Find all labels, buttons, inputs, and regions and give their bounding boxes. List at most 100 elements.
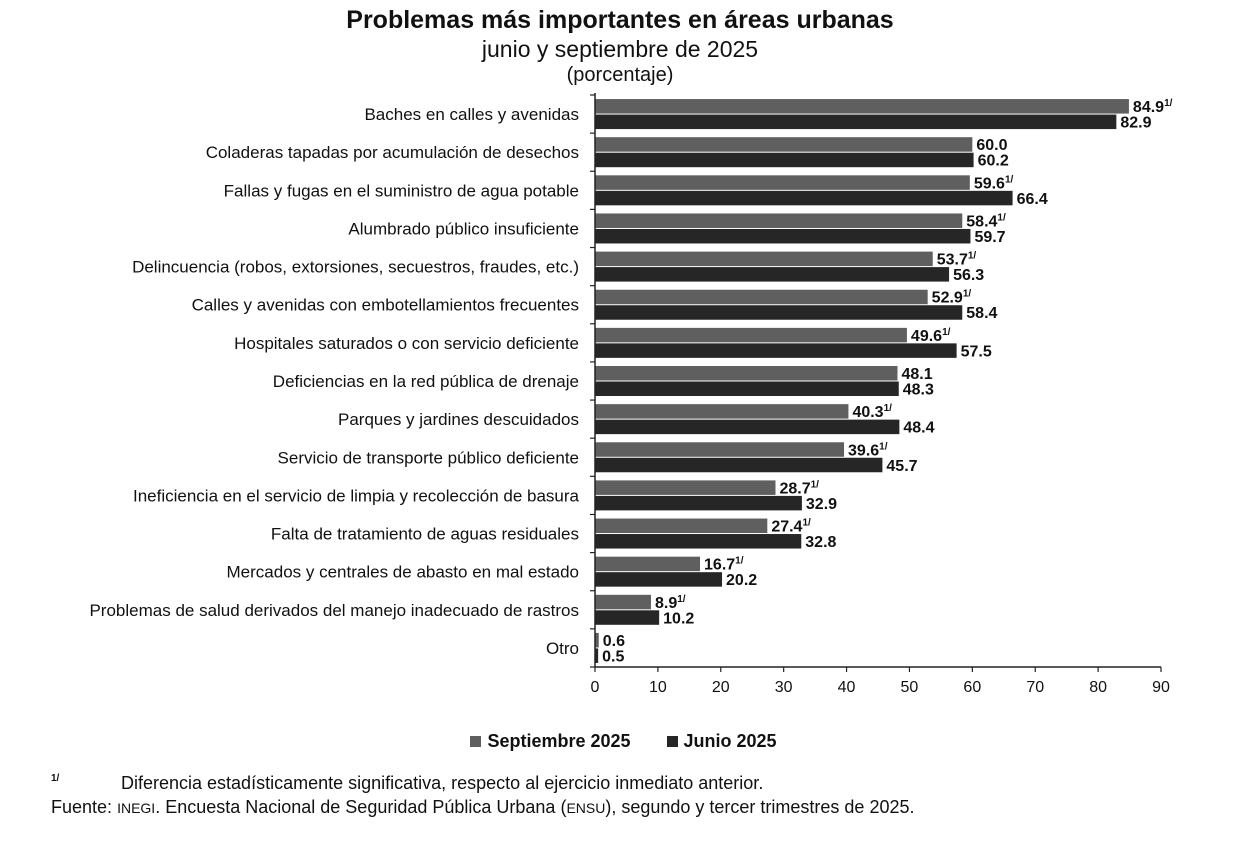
source-abbr: ENSU [566,800,606,816]
data-label-septiembre: 59.61/ [974,174,1014,192]
data-label-septiembre: 39.61/ [848,441,888,459]
data-label-septiembre: 58.41/ [966,212,1006,230]
data-label-junio: 10.2 [663,610,694,627]
x-tick-label: 90 [1152,679,1170,696]
bar-junio [595,610,660,625]
bar-junio [595,381,899,396]
bar-junio [595,343,957,358]
significance-mark: 1/ [942,327,951,338]
significance-mark: 1/ [997,212,1006,223]
category-label: Servicio de transporte público deficient… [278,448,579,467]
source-text-1: . Encuesta Nacional de Seguridad Pública… [155,797,567,817]
bar-septiembre [595,213,963,228]
significance-mark: 1/ [879,441,888,452]
data-label-septiembre: 8.91/ [655,594,686,612]
data-label-junio: 58.4 [966,305,997,322]
data-label-junio: 0.5 [602,648,624,665]
chart-subtitle: junio y septiembre de 2025 [481,36,759,62]
significance-mark: 1/ [968,251,977,262]
chart-title: Problemas más importantes en áreas urban… [346,6,894,34]
bar-junio [595,457,883,473]
significance-mark: 1/ [963,289,972,300]
data-label-junio: 32.9 [806,496,837,513]
data-label-junio: 32.8 [805,534,836,551]
category-label: Hospitales saturados o con servicio defi… [234,334,579,353]
x-tick-label: 80 [1089,679,1107,696]
bar-chart: Baches en calles y avenidas 84.91/82.9 Col… [89,93,1173,696]
data-label-junio: 60.2 [978,153,1009,170]
bar-junio [595,648,599,663]
footnote-mark: 1/ [51,773,60,784]
significance-mark: 1/ [802,518,811,529]
x-tick-label: 30 [775,679,793,696]
category-label: Fallas y fugas en el suministro de agua … [224,181,579,200]
significance-mark: 1/ [677,594,686,605]
category-label: Problemas de salud derivados del manejo … [89,601,579,620]
source-text-2: ), segundo y tercer trimestres de 2025. [605,797,915,817]
category-label: Falta de tratamiento de aguas residuales [271,525,579,544]
data-label-junio: 57.5 [961,343,992,360]
bar-junio [595,305,963,320]
data-label-septiembre: 84.91/ [1133,98,1173,116]
data-label-junio: 66.4 [1017,191,1048,208]
x-tick-label: 50 [901,679,919,696]
x-tick-label: 10 [649,679,667,696]
data-label-septiembre: 52.91/ [932,289,972,307]
data-label-septiembre: 48.1 [901,366,932,383]
bar-junio [595,572,723,587]
category-label: Ineficiencia en el servicio de limpia y … [133,486,580,505]
bar-septiembre [595,556,701,572]
bar-septiembre [595,480,776,495]
bar-junio [595,419,900,435]
legend-item-junio: Junio 2025 [666,731,777,752]
significance-mark: 1/ [811,479,820,490]
data-label-junio: 48.3 [903,382,934,399]
data-label-septiembre: 27.41/ [771,518,811,536]
data-label-septiembre: 16.71/ [704,556,744,574]
bar-septiembre [595,99,1129,114]
bar-septiembre [595,289,928,305]
data-label-septiembre: 40.31/ [852,403,892,421]
x-tick-label: 0 [591,679,600,696]
data-label-septiembre: 0.6 [603,633,625,650]
source-label: Fuente: [51,797,113,817]
bar-septiembre [595,594,651,610]
category-label: Alumbrado público insuficiente [348,219,579,238]
bar-septiembre [595,404,849,419]
category-label: Mercados y centrales de abasto en mal es… [227,563,579,582]
significance-mark: 1/ [884,403,893,414]
bar-septiembre [595,366,898,381]
bar-septiembre [595,327,907,343]
bar-junio [595,190,1013,206]
bar-septiembre [595,518,768,534]
legend-label-septiembre: Septiembre 2025 [487,731,631,751]
bar-junio [595,495,802,511]
legend-label-junio: Junio 2025 [683,731,777,751]
data-label-septiembre: 53.71/ [937,251,977,269]
data-label-junio: 59.7 [974,229,1005,246]
category-label: Deficiencias en la red pública de drenaj… [273,372,579,391]
data-label-septiembre: 28.71/ [779,479,819,497]
category-label: Coladeras tapadas por acumulación de des… [206,143,579,162]
source-org: INEGI [117,800,156,816]
bar-septiembre [595,442,845,457]
data-label-junio: 56.3 [953,267,984,284]
data-label-septiembre: 60.0 [976,137,1007,154]
significance-mark: 1/ [1164,98,1173,109]
category-label: Otro [546,639,579,658]
legend: Septiembre 2025 Junio 2025 [0,731,1247,752]
data-label-junio: 48.4 [903,420,934,437]
category-label: Delincuencia (robos, extorsiones, secues… [132,258,579,277]
data-label-septiembre: 49.61/ [911,327,951,345]
legend-item-septiembre: Septiembre 2025 [470,731,631,752]
bar-junio [595,534,802,549]
x-tick-label: 40 [838,679,856,696]
legend-swatch-septiembre [470,736,482,747]
bar-junio [595,267,950,282]
chart-unit: (porcentaje) [566,64,674,86]
category-label: Calles y avenidas con embotellamientos f… [192,296,579,315]
x-tick-label: 60 [963,679,981,696]
bar-junio [595,152,974,168]
bar-septiembre [595,137,973,152]
bar-septiembre [595,251,933,267]
